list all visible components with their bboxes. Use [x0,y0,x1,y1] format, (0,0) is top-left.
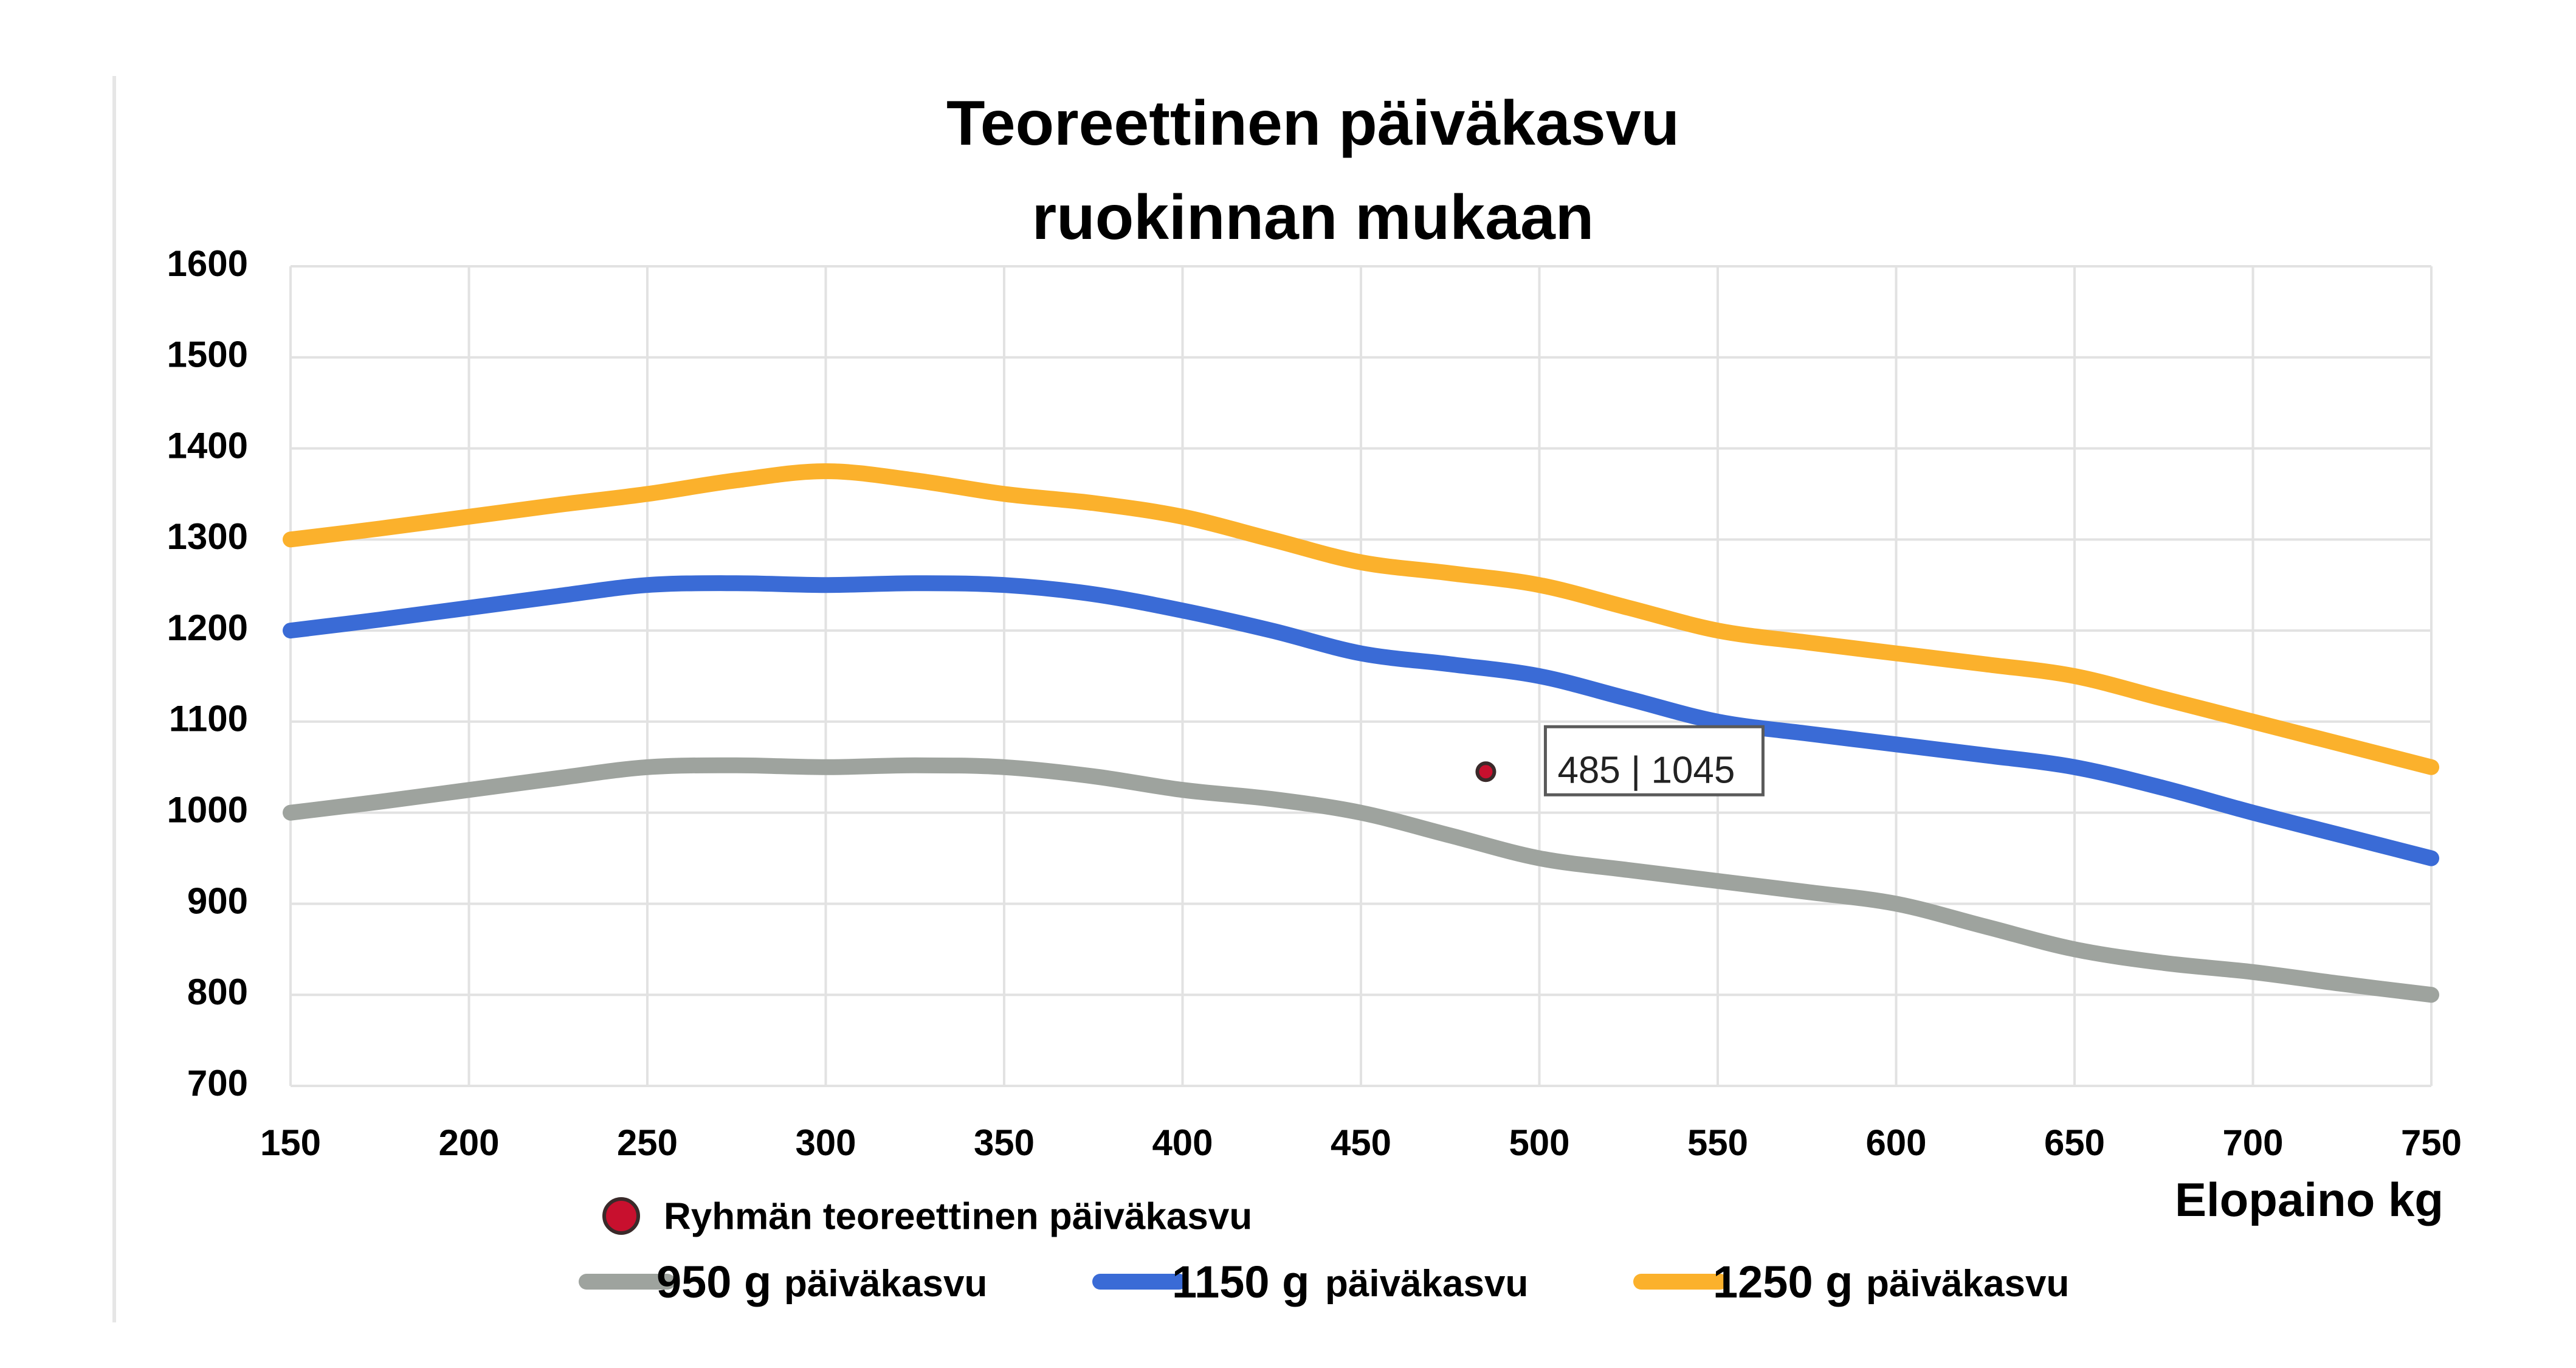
legend-950-suffix: päiväkasvu [784,1263,987,1305]
y-tick-label: 1100 [169,699,248,739]
series-line-3 [283,463,2439,775]
x-tick-label: 150 [260,1122,321,1163]
x-tick-label: 350 [974,1122,1035,1163]
x-tick-label: 700 [2222,1122,2283,1163]
legend-1150-value: 1150 g [1172,1257,1309,1307]
x-tick-label: 250 [617,1122,678,1163]
y-tick-label: 800 [187,972,248,1012]
marker-tooltip-label: 485 | 1045 [1557,750,1735,792]
x-tick-label: 300 [795,1122,856,1163]
y-tick-label: 700 [187,1063,248,1104]
x-tick-label: 650 [2044,1122,2105,1163]
x-tick-label: 500 [1509,1122,1569,1163]
x-tick-label: 200 [438,1122,499,1163]
y-tick-label: 1200 [167,607,248,648]
y-tick-label: 900 [187,880,248,921]
legend-1250-value: 1250 g [1713,1257,1853,1307]
series-lines [283,463,2439,1003]
group-marker: 485 | 1045 [1475,725,1765,796]
marker-tooltip [1543,725,1765,796]
x-tick-label: 550 [1687,1122,1748,1163]
legend-1150-suffix: päiväkasvu [1325,1263,1528,1305]
legend-950-value: 950 g [656,1257,771,1307]
chart-title-line-1: Teoreettinen päiväkasvu [946,88,1679,159]
y-tick-label: 1000 [167,790,248,831]
y-tick-label: 1600 [167,243,248,284]
legend-1250-suffix: päiväkasvu [1866,1263,2069,1305]
y-axis-ticks: 700 800 900 1000 1100 1200 1300 1400 1500 1600 [167,243,248,1104]
legend-marker-swatch [602,1197,640,1235]
legend: Ryhmän teoreettinen päiväkasvu 950 g päi… [579,1195,2069,1307]
x-tick-label: 600 [1865,1122,1926,1163]
y-tick-label: 1500 [167,334,248,375]
series-line-2 [283,575,2439,866]
legend-marker-label: Ryhmän teoreettinen päiväkasvu [664,1195,1252,1237]
x-axis-label: Elopaino kg [2175,1173,2443,1226]
x-tick-label: 450 [1331,1122,1391,1163]
chart-title-line-2: ruokinnan mukaan [1032,182,1594,253]
series-line-1 [283,757,2439,1003]
group-marker-point [1475,761,1496,782]
x-tick-label: 400 [1152,1122,1213,1163]
x-axis-ticks: 150 200 250 300 350 400 450 500 550 600 650 700 750 [260,1122,2462,1163]
y-tick-label: 1400 [167,425,248,466]
x-tick-label: 750 [2401,1122,2462,1163]
y-tick-label: 1300 [167,516,248,557]
